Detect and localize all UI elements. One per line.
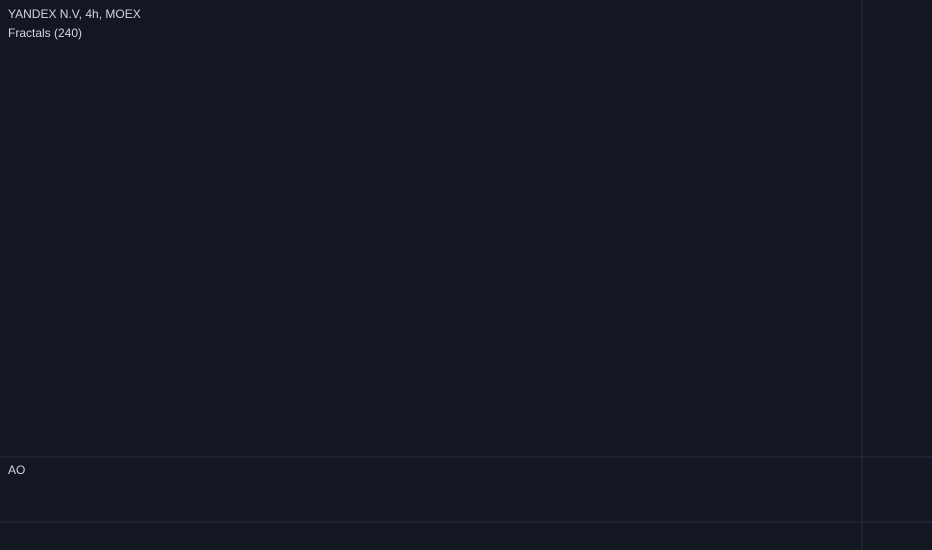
chart-title: YANDEX N.V, 4h, MOEX xyxy=(8,7,141,21)
ao-name: AO xyxy=(8,463,25,477)
indicator-name: Fractals (240) xyxy=(8,26,82,40)
